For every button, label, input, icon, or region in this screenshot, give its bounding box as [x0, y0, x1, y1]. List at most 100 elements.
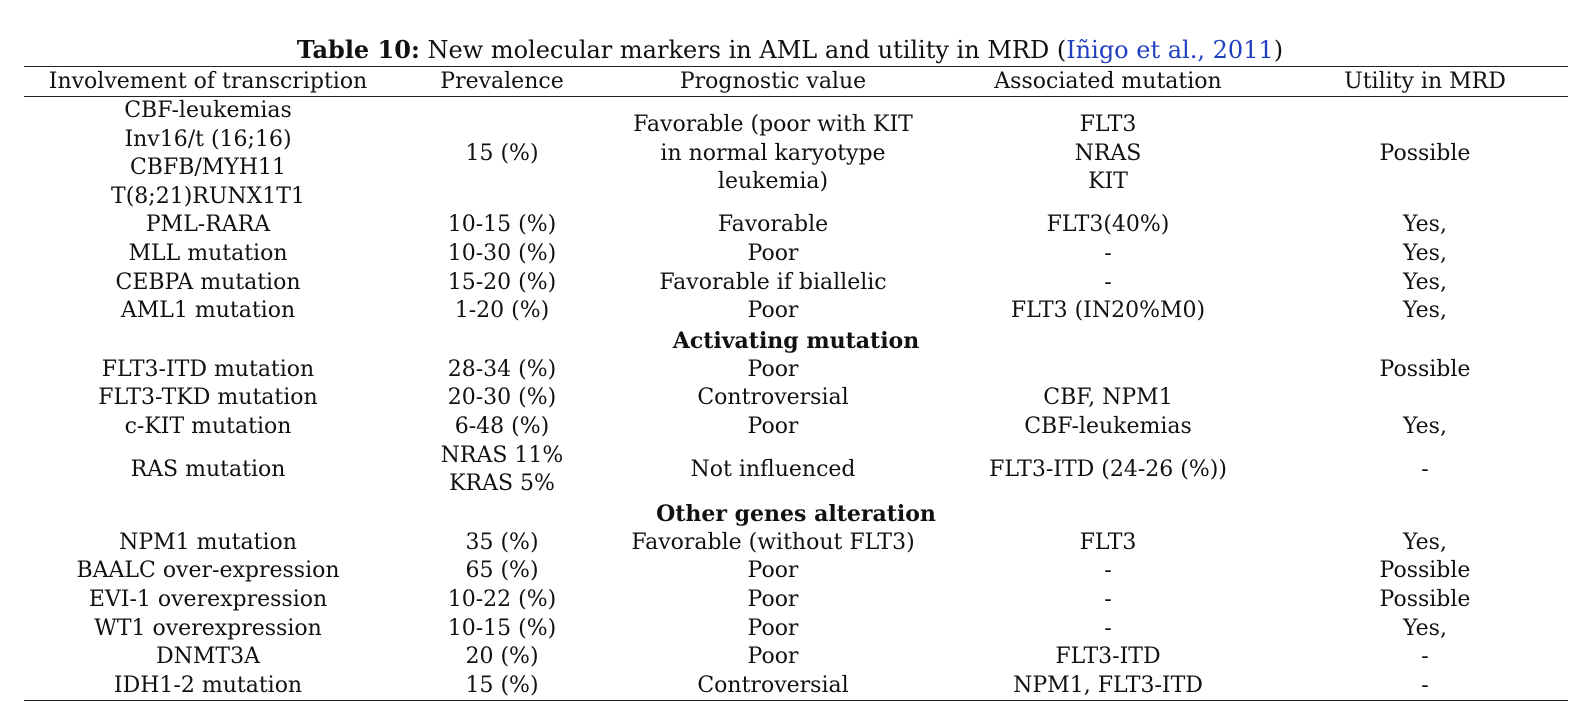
- cell-line: Poor: [747, 644, 799, 670]
- gene-cell: BAALC over-expression: [24, 557, 392, 586]
- gene-cell: CBF-leukemias Inv16/t (16;16) CBFB/MYH11 T(…: [24, 97, 392, 212]
- caption-text: New molecular markers in AML and utility…: [419, 36, 1067, 64]
- cell-line: FLT3: [1079, 529, 1137, 555]
- prognostic-cell: Poor: [612, 643, 934, 672]
- prevalence-cell: 28-34 (%): [392, 356, 612, 385]
- cell-line: -: [1104, 615, 1112, 641]
- gene-cell: FLT3-ITD mutation: [24, 356, 392, 385]
- cell-line: RAS mutation: [130, 456, 286, 482]
- mutation-cell: CBF, NPM1: [934, 384, 1282, 413]
- prevalence-cell: 10-15 (%): [392, 615, 612, 644]
- cell-line: -: [1421, 456, 1429, 482]
- table-row: FLT3-TKD mutation 20-30 (%) Controversial C…: [24, 384, 1568, 413]
- table-row: EVI-1 overexpression 10-22 (%) Poor - Possib…: [24, 586, 1568, 615]
- column-header: Utility in MRD: [1282, 66, 1568, 97]
- cell-line: CBF-leukemias: [1024, 413, 1192, 439]
- cell-line: WT1 overexpression: [94, 615, 322, 641]
- mutation-cell: NPM1, FLT3-ITD: [934, 671, 1282, 702]
- table-caption: Table 10: New molecular markers in AML a…: [0, 32, 1580, 68]
- prevalence-cell: 1-20 (%): [392, 297, 612, 326]
- prevalence-cell: NRAS 11% KRAS 5%: [392, 442, 612, 499]
- cell-line: Poor: [747, 356, 799, 382]
- table-row: DNMT3A 20 (%) Poor FLT3-ITD -: [24, 643, 1568, 672]
- mrd-cell: Yes,: [1282, 413, 1568, 442]
- mutation-cell: -: [934, 557, 1282, 586]
- cell-line: 10-22 (%): [447, 586, 557, 612]
- section-row: Activating mutation: [24, 326, 1568, 356]
- cell-line: MLL mutation: [128, 240, 288, 266]
- cell-line: 10-15 (%): [447, 212, 557, 238]
- cell-line: DNMT3A: [156, 644, 260, 670]
- table-row: FLT3-ITD mutation 28-34 (%) Poor Possible: [24, 356, 1568, 385]
- mrd-cell: Possible: [1282, 586, 1568, 615]
- cell-line: -: [1104, 586, 1112, 612]
- gene-cell: MLL mutation: [24, 240, 392, 269]
- prognostic-cell: Favorable: [612, 211, 934, 240]
- prevalence-cell: 15 (%): [392, 97, 612, 212]
- cell-line: 10-15 (%): [447, 615, 557, 641]
- cell-line: Poor: [747, 586, 799, 612]
- cell-line: FLT3-ITD mutation: [101, 356, 315, 382]
- cell-line: AML1 mutation: [120, 298, 296, 324]
- cell-line: 15 (%): [465, 672, 539, 698]
- mrd-cell: Yes,: [1282, 615, 1568, 644]
- prevalence-cell: 20 (%): [392, 643, 612, 672]
- table-row: AML1 mutation 1-20 (%) Poor FLT3 (IN20%M0) Y…: [24, 297, 1568, 326]
- cell-line: c-KIT mutation: [124, 413, 292, 439]
- cell-line: EVI-1 overexpression: [88, 586, 328, 612]
- cell-line: FLT3-TKD mutation: [98, 385, 318, 411]
- cell-line: Favorable (without FLT3): [631, 529, 915, 555]
- column-header: Prevalence: [392, 66, 612, 97]
- table-row: IDH1-2 mutation 15 (%) Controversial NPM1, …: [24, 671, 1568, 702]
- cell-line: Favorable (poor with KIT: [633, 112, 913, 138]
- citation-link[interactable]: Iñigo et al., 2011: [1066, 36, 1274, 64]
- cell-line: NPM1, FLT3-ITD: [1013, 672, 1203, 698]
- cell-line: KRAS 5%: [449, 471, 555, 497]
- cell-line: PML-RARA: [145, 212, 271, 238]
- caption-close: ): [1273, 36, 1284, 64]
- cell-line: BAALC over-expression: [76, 558, 340, 584]
- cell-line: FLT3-ITD (24-26 (%)): [989, 456, 1227, 482]
- cell-line: CBF, NPM1: [1043, 385, 1173, 411]
- column-header: Prognostic value: [612, 66, 934, 97]
- mutation-cell: FLT3-ITD: [934, 643, 1282, 672]
- cell-line: CBFB/MYH11: [129, 155, 287, 181]
- column-header: Associated mutation: [934, 66, 1282, 97]
- mutation-cell: -: [934, 615, 1282, 644]
- cell-line: 1-20 (%): [454, 298, 550, 324]
- prevalence-cell: 15-20 (%): [392, 269, 612, 298]
- cell-line: T(8;21)RUNX1T1: [111, 183, 305, 209]
- cell-line: NRAS: [1074, 140, 1142, 166]
- cell-line: Yes,: [1403, 212, 1447, 238]
- section-row: Other genes alteration: [24, 499, 1568, 529]
- cell-line: Poor: [747, 615, 799, 641]
- mutation-cell: -: [934, 269, 1282, 298]
- section-heading: Other genes alteration: [656, 500, 936, 527]
- cell-line: IDH1-2 mutation: [113, 672, 303, 698]
- gene-cell: PML-RARA: [24, 211, 392, 240]
- mutation-cell: -: [934, 240, 1282, 269]
- cell-line: 10-30 (%): [447, 240, 557, 266]
- cell-line: 35 (%): [465, 529, 539, 555]
- mrd-cell: Yes,: [1282, 211, 1568, 240]
- cell-line: NRAS 11%: [440, 442, 564, 468]
- mutation-cell: FLT3 NRAS KIT: [934, 97, 1282, 212]
- mrd-cell: Possible: [1282, 356, 1568, 385]
- gene-cell: DNMT3A: [24, 643, 392, 672]
- cell-line: Possible: [1379, 356, 1471, 382]
- mutation-cell: FLT3: [934, 529, 1282, 558]
- gene-cell: CEBPA mutation: [24, 269, 392, 298]
- cell-line: Possible: [1379, 586, 1471, 612]
- cell-line: Yes,: [1403, 269, 1447, 295]
- header-row: Involvement of transcription Prevalence …: [24, 66, 1568, 97]
- markers-table: Involvement of transcription Prevalence …: [24, 66, 1568, 702]
- table-row: MLL mutation 10-30 (%) Poor - Yes,: [24, 240, 1568, 269]
- cell-line: Yes,: [1403, 615, 1447, 641]
- prognostic-cell: Poor: [612, 586, 934, 615]
- prognostic-cell: Poor: [612, 615, 934, 644]
- mrd-cell: Yes,: [1282, 240, 1568, 269]
- gene-cell: IDH1-2 mutation: [24, 671, 392, 702]
- cell-line: -: [1104, 558, 1112, 584]
- cell-line: 20-30 (%): [447, 385, 557, 411]
- cell-line: Favorable: [717, 212, 829, 238]
